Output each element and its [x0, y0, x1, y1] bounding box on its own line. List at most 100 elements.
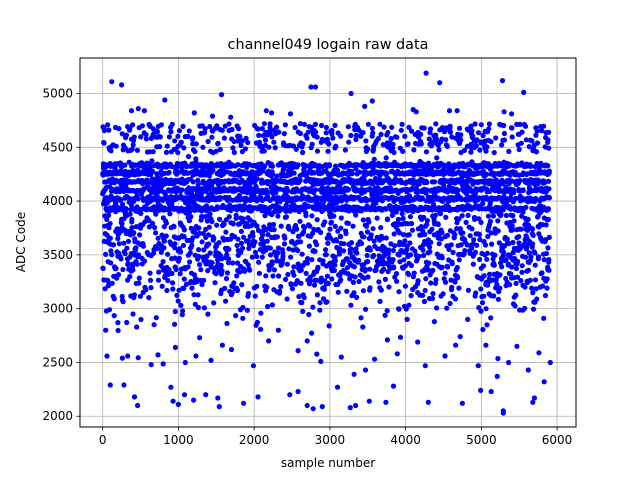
- data-point: [300, 308, 306, 314]
- data-point: [192, 148, 198, 155]
- data-point: [407, 240, 413, 246]
- data-point: [207, 123, 213, 130]
- data-point: [182, 359, 188, 366]
- data-point: [477, 237, 483, 243]
- data-point: [162, 97, 168, 103]
- data-point: [303, 213, 309, 219]
- data-point: [476, 231, 483, 238]
- data-point: [215, 395, 221, 401]
- data-point: [295, 348, 301, 354]
- data-point: [226, 246, 232, 252]
- data-point: [541, 257, 547, 263]
- data-point: [115, 327, 121, 334]
- data-point: [529, 138, 535, 144]
- data-point: [474, 242, 480, 248]
- data-point: [539, 222, 546, 228]
- data-point: [354, 294, 360, 300]
- data-point: [284, 296, 290, 302]
- data-point: [276, 273, 282, 279]
- data-point: [444, 305, 450, 311]
- data-point: [338, 354, 344, 360]
- data-point: [101, 238, 107, 244]
- data-point: [501, 109, 507, 115]
- data-point: [129, 225, 135, 231]
- data-point: [146, 224, 152, 230]
- data-point: [422, 231, 428, 238]
- data-point: [275, 245, 282, 251]
- data-point: [160, 361, 166, 367]
- data-point: [476, 216, 482, 222]
- data-point: [406, 302, 412, 308]
- data-point: [377, 121, 383, 127]
- data-point: [188, 214, 194, 220]
- data-point: [107, 221, 113, 227]
- data-point: [458, 137, 464, 143]
- data-point: [317, 300, 323, 306]
- data-point: [529, 285, 535, 291]
- data-point: [457, 334, 463, 340]
- data-point: [473, 290, 479, 296]
- data-point: [123, 206, 129, 212]
- data-point: [492, 252, 498, 258]
- data-point: [238, 142, 244, 149]
- data-point: [259, 197, 265, 204]
- data-point: [383, 399, 389, 405]
- data-point: [479, 300, 486, 306]
- data-point: [366, 219, 372, 225]
- data-point: [129, 216, 135, 222]
- data-point: [421, 252, 427, 259]
- data-point: [273, 178, 279, 184]
- data-point: [295, 162, 301, 168]
- data-point: [341, 248, 347, 254]
- data-point: [228, 114, 234, 120]
- data-point: [422, 287, 428, 294]
- data-point: [247, 267, 253, 273]
- data-point: [473, 143, 479, 149]
- data-point: [532, 277, 539, 283]
- data-point: [226, 121, 232, 127]
- data-point: [539, 270, 545, 276]
- data-point: [312, 248, 318, 254]
- data-point: [506, 240, 512, 247]
- data-point: [348, 240, 355, 246]
- data-point: [543, 134, 549, 141]
- data-point: [425, 160, 432, 166]
- data-point: [223, 276, 230, 282]
- data-point: [175, 298, 181, 304]
- data-point: [154, 129, 160, 135]
- data-point: [513, 292, 519, 298]
- data-point: [381, 266, 387, 272]
- data-point: [240, 216, 246, 222]
- data-point: [198, 214, 205, 220]
- data-point: [380, 142, 386, 148]
- data-point: [349, 171, 355, 177]
- data-point: [161, 238, 167, 244]
- data-point: [544, 285, 550, 291]
- data-point: [399, 121, 405, 127]
- data-point: [179, 312, 185, 318]
- data-point: [206, 186, 212, 192]
- data-point: [520, 187, 526, 194]
- data-point: [465, 287, 471, 293]
- data-point: [219, 268, 225, 274]
- data-point: [376, 279, 382, 285]
- data-point: [240, 245, 246, 251]
- data-point: [353, 402, 359, 409]
- data-point: [230, 145, 236, 151]
- data-point: [303, 270, 309, 276]
- data-point: [199, 239, 205, 245]
- data-point: [303, 163, 309, 169]
- data-point: [418, 224, 424, 230]
- x-tick-label: 3000: [315, 433, 346, 447]
- data-point: [405, 141, 411, 147]
- data-point: [115, 236, 121, 242]
- data-point: [503, 212, 509, 219]
- data-point: [300, 149, 306, 156]
- data-point: [386, 284, 392, 290]
- data-point: [289, 286, 295, 292]
- data-point: [116, 241, 122, 247]
- data-point: [221, 135, 227, 141]
- data-point: [278, 223, 284, 229]
- data-point: [500, 181, 506, 187]
- data-point: [271, 139, 277, 145]
